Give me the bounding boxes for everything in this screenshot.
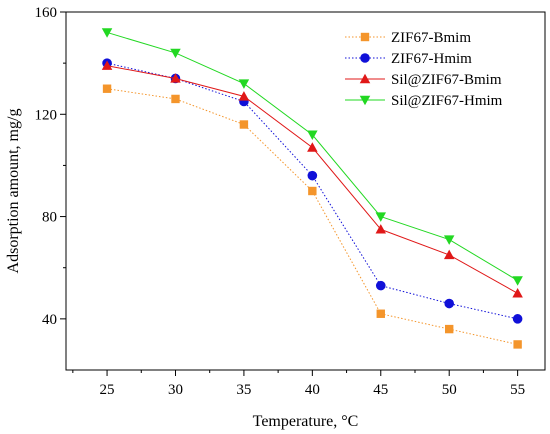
data-point-zif67-hmim — [444, 298, 455, 309]
data-point-zif67-hmim — [375, 280, 386, 291]
data-point-sil-zif67-bmim — [238, 91, 250, 101]
legend-label-zif67-hmim: ZIF67-Hmim — [391, 51, 472, 67]
x-tick-label: 30 — [168, 382, 183, 398]
legend-marker-zif67-bmim — [360, 32, 370, 42]
data-point-sil-zif67-bmim — [375, 224, 387, 234]
x-tick-label: 25 — [100, 382, 115, 398]
x-axis-title: Temperature, °C — [253, 413, 359, 430]
data-point-sil-zif67-bmim — [307, 142, 318, 152]
data-point-zif67-bmim — [376, 309, 385, 318]
x-tick-label: 45 — [373, 382, 388, 398]
data-point-zif67-bmim — [513, 340, 522, 349]
plot-frame — [65, 11, 546, 371]
y-axis-title: Adsorption amount, mg/g — [5, 109, 22, 274]
data-point-sil-zif67-hmim — [443, 235, 455, 245]
data-point-zif67-bmim — [308, 186, 317, 196]
legend-label-zif67-bmim: ZIF67-Bmim — [391, 30, 471, 46]
x-tick-label: 35 — [236, 382, 251, 398]
x-tick-label: 50 — [442, 382, 457, 398]
data-point-zif67-hmim — [512, 314, 523, 324]
data-point-sil-zif67-hmim — [101, 28, 113, 38]
data-point-sil-zif67-hmim — [170, 48, 181, 59]
x-tick-label: 55 — [510, 382, 525, 398]
series-line-zif67-bmim — [106, 88, 518, 345]
data-point-sil-zif67-bmim — [101, 60, 113, 70]
data-point-zif67-bmim — [171, 94, 180, 104]
data-point-sil-zif67-hmim — [307, 130, 318, 140]
y-tick-label: 40 — [42, 312, 57, 328]
data-point-sil-zif67-bmim — [512, 288, 523, 298]
y-tick-label: 120 — [35, 107, 58, 123]
data-point-sil-zif67-hmim — [375, 212, 387, 222]
x-tick-label: 40 — [305, 382, 320, 398]
data-point-sil-zif67-bmim — [443, 249, 455, 260]
data-point-zif67-bmim — [445, 324, 454, 334]
legend-label-sil-zif67-hmim: Sil@ZIF67-Hmim — [391, 93, 503, 109]
axes: 25 30 35 40 45 50 55 40 80 120 160 — [35, 5, 546, 398]
data-point-zif67-bmim — [239, 120, 249, 129]
data-point-zif67-hmim — [307, 170, 318, 181]
legend-marker-zif67-hmim — [360, 53, 370, 63]
legend: ZIF67-Bmim ZIF67-Hmim Sil@ZIF67-Bmim Sil@ZI… — [345, 30, 503, 109]
series-line-sil-zif67-hmim — [106, 31, 518, 281]
legend-marker-sil-zif67-bmim — [359, 73, 371, 84]
data-point-zif67-bmim — [102, 84, 112, 93]
plot-area — [101, 28, 523, 349]
y-tick-label: 160 — [35, 5, 58, 21]
data-point-sil-zif67-bmim — [170, 73, 181, 83]
data-point-sil-zif67-hmim — [512, 276, 523, 286]
legend-label-sil-zif67-bmim: Sil@ZIF67-Bmim — [391, 72, 502, 88]
data-point-sil-zif67-hmim — [238, 79, 250, 89]
legend-marker-sil-zif67-hmim — [359, 95, 371, 106]
y-tick-label: 80 — [42, 210, 57, 226]
